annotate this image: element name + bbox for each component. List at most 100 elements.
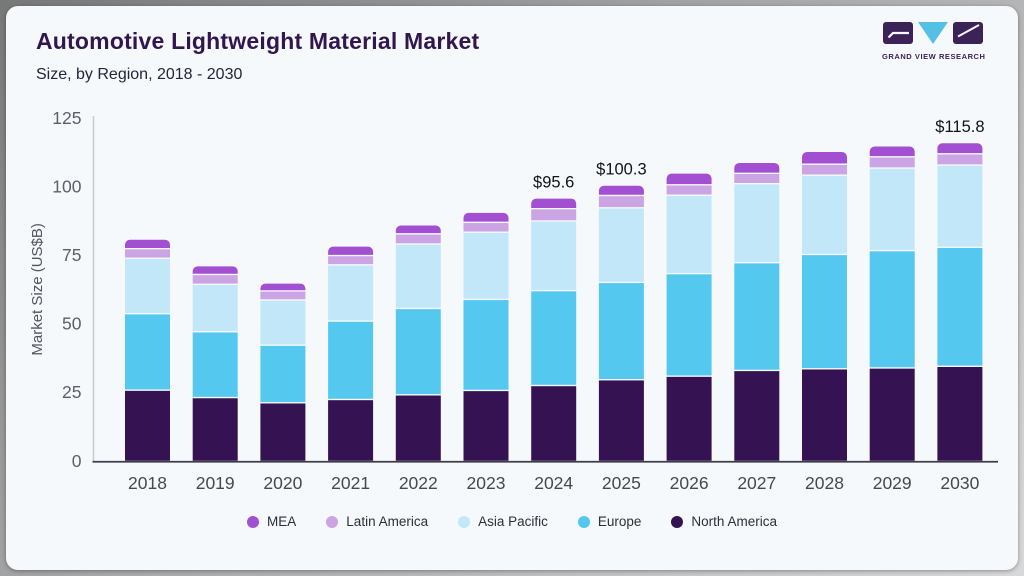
- bar-2023-latin-america: [463, 223, 509, 232]
- bar-2020-asia-pacific: [260, 300, 306, 345]
- bar-2028-europe: [802, 255, 847, 369]
- x-tick-label: 2028: [805, 473, 844, 493]
- bar-2023-asia-pacific: [463, 232, 509, 299]
- y-tick-label: 100: [52, 177, 81, 197]
- bar-2026-north-america: [666, 376, 712, 461]
- x-tick-label: 2023: [467, 473, 506, 493]
- bar-2028-north-america: [802, 369, 847, 461]
- y-tick-label: 50: [62, 314, 82, 334]
- x-tick-label: 2018: [128, 473, 167, 493]
- bar-2019-latin-america: [192, 275, 238, 284]
- gvr-logo: GRAND VIEW RESEARCH: [880, 20, 990, 69]
- y-tick-label: 75: [62, 245, 81, 265]
- x-tick-label: 2027: [737, 473, 776, 493]
- bar-2018-latin-america: [125, 249, 170, 258]
- x-tick-label: 2026: [670, 473, 709, 493]
- x-tick-label: 2030: [940, 473, 979, 493]
- bar-2018-europe: [125, 314, 170, 390]
- legend-label: Latin America: [346, 514, 429, 529]
- bar-2029-asia-pacific: [869, 168, 915, 250]
- bar-2027-mea: [734, 162, 780, 173]
- page-title: Automotive Lightweight Material Market: [36, 28, 480, 54]
- chart-legend: MEA Latin America Asia Pacific Europe North …: [6, 514, 1018, 529]
- legend-dot-icon: [247, 515, 260, 528]
- bar-2028-latin-america: [802, 164, 847, 175]
- bar-2025-latin-america: [598, 196, 644, 208]
- bar-2024-latin-america: [531, 209, 577, 221]
- x-tick-label: 2022: [399, 473, 438, 493]
- x-tick-label: 2025: [602, 473, 641, 493]
- bar-2022-latin-america: [395, 234, 441, 244]
- bar-2025-asia-pacific: [598, 208, 644, 282]
- legend-item-mea: MEA: [247, 514, 296, 529]
- legend-item-latin-america: Latin America: [326, 514, 428, 529]
- y-axis-title: Market Size (US$B): [29, 223, 46, 356]
- logo-brand-text: GRAND VIEW RESEARCH: [882, 52, 986, 61]
- bar-2030-asia-pacific: [937, 165, 983, 247]
- chart-header: Automotive Lightweight Material Market S…: [36, 28, 479, 84]
- bar-2030-north-america: [937, 367, 983, 461]
- stacked-bar-chart: 0 25 50 75 100 125 Market Size (US$B) 2018 2019 2…: [29, 108, 998, 493]
- y-tick-label: 125: [52, 108, 81, 128]
- bar-2030-latin-america: [937, 154, 983, 165]
- bar-2029-mea: [869, 146, 915, 157]
- legend-dot-icon: [671, 515, 684, 528]
- legend-dot-icon: [458, 515, 471, 528]
- bar-2025-europe: [598, 283, 644, 380]
- bar-2018-asia-pacific: [125, 258, 170, 313]
- value-label-2024: $95.6: [533, 174, 574, 192]
- bar-2027-latin-america: [734, 173, 780, 183]
- bar-2019-mea: [192, 266, 238, 274]
- legend-dot-icon: [326, 515, 339, 528]
- bar-2028-mea: [802, 152, 847, 164]
- bar-2022-north-america: [395, 395, 441, 461]
- bar-2021-latin-america: [328, 256, 374, 265]
- x-tick-label: 2029: [873, 473, 912, 493]
- logo-v-triangle: [918, 22, 948, 44]
- bar-2027-north-america: [734, 371, 780, 461]
- bar-2027-asia-pacific: [734, 184, 780, 262]
- bar-2019-asia-pacific: [192, 285, 238, 332]
- bar-2019-north-america: [192, 398, 238, 461]
- bar-2023-mea: [463, 212, 509, 222]
- bar-2023-europe: [463, 300, 509, 390]
- bar-2022-mea: [395, 225, 441, 234]
- bar-2030-europe: [937, 247, 983, 366]
- bar-2026-europe: [666, 274, 712, 376]
- y-tick-label: 0: [72, 451, 82, 471]
- bar-2029-europe: [869, 251, 915, 368]
- x-tick-label: 2024: [534, 473, 573, 493]
- bar-2029-latin-america: [869, 157, 915, 168]
- x-tick-label: 2020: [263, 473, 302, 493]
- legend-item-north-america: North America: [671, 514, 777, 529]
- legend-label: MEA: [267, 514, 297, 529]
- bar-2023-north-america: [463, 391, 509, 461]
- legend-item-europe: Europe: [577, 514, 641, 529]
- bar-2029-north-america: [869, 368, 915, 461]
- chart-area: 0 25 50 75 100 125 Market Size (US$B) 2018 2019 2…: [6, 6, 1018, 570]
- bar-2022-asia-pacific: [395, 244, 441, 308]
- bar-2025-mea: [598, 185, 644, 195]
- logo-g-mark: [887, 31, 909, 39]
- bar-2020-mea: [260, 283, 306, 291]
- x-tick-label: 2019: [196, 473, 235, 493]
- bar-2030-mea: [937, 143, 983, 154]
- bar-2024-asia-pacific: [531, 221, 577, 290]
- bar-2026-asia-pacific: [666, 195, 712, 273]
- bar-2020-latin-america: [260, 291, 306, 300]
- bar-2027-europe: [734, 263, 780, 370]
- bar-2026-mea: [666, 173, 712, 185]
- page-subtitle: Size, by Region, 2018 - 2030: [36, 66, 243, 83]
- bar-2020-north-america: [260, 403, 306, 461]
- bar-2021-north-america: [328, 400, 374, 461]
- report-card: 0 25 50 75 100 125 Market Size (US$B) 2018 2019 2…: [6, 6, 1018, 570]
- gvr-logo-icon: GRAND VIEW RESEARCH: [882, 22, 986, 61]
- bar-2021-asia-pacific: [328, 265, 374, 321]
- y-tick-label: 25: [62, 382, 81, 402]
- legend-label: North America: [691, 514, 777, 529]
- bar-2024-europe: [531, 291, 577, 385]
- bar-2028-asia-pacific: [802, 175, 847, 254]
- legend-label: Asia Pacific: [478, 514, 548, 529]
- bar-2021-mea: [328, 246, 374, 255]
- legend-item-asia-pacific: Asia Pacific: [458, 514, 548, 529]
